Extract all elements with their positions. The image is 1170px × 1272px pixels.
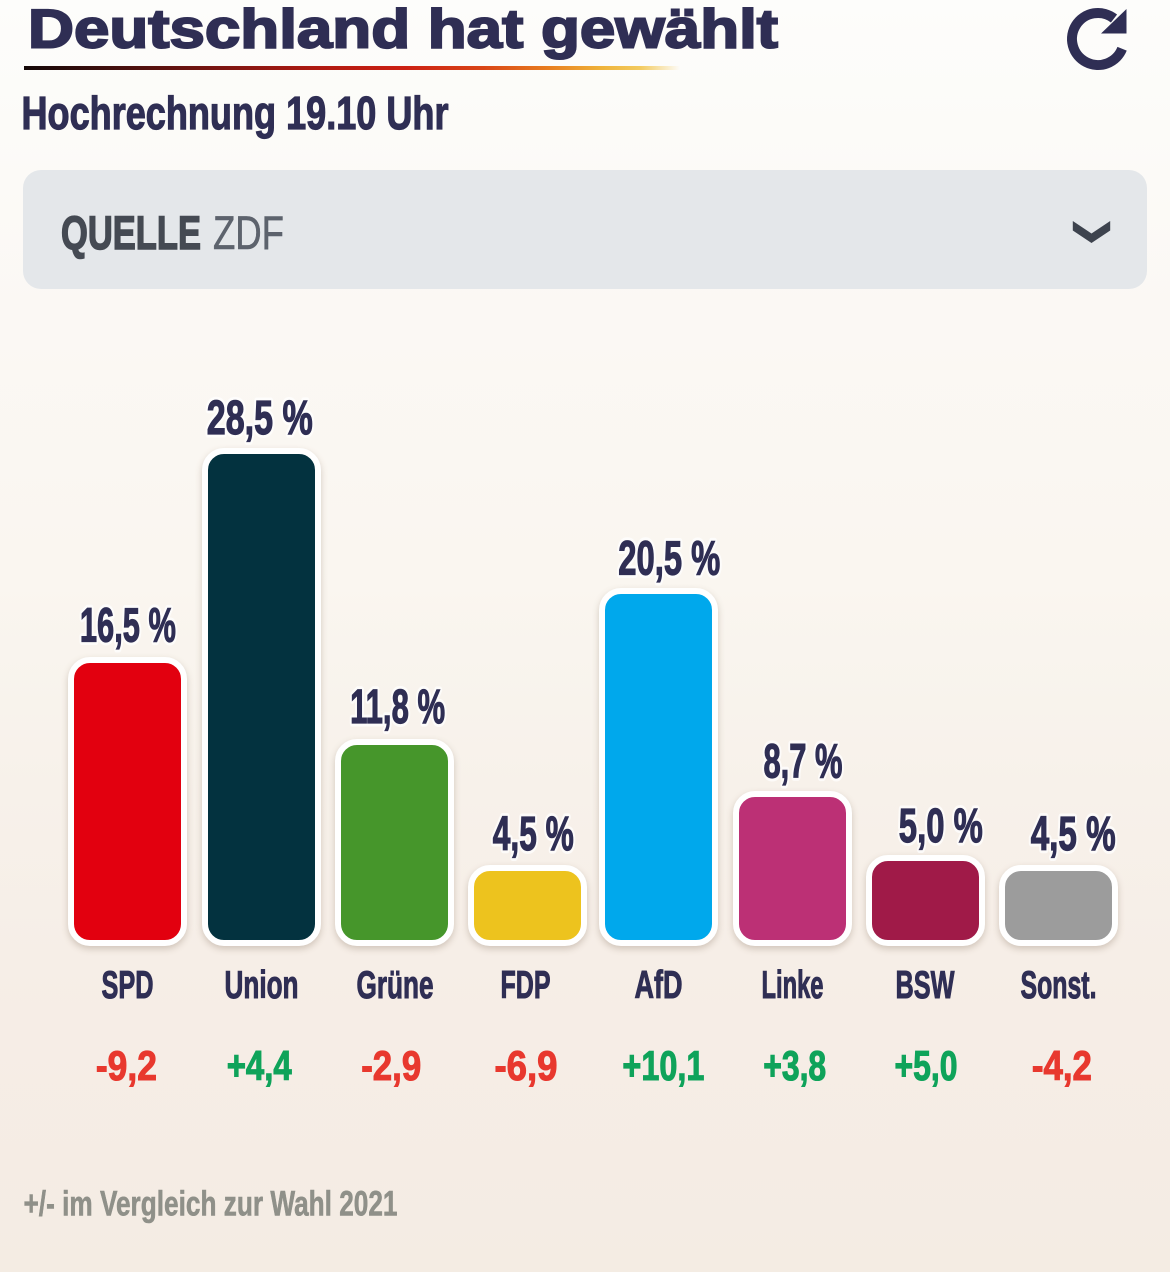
svg-text:28,5 %: 28,5 %	[207, 392, 313, 445]
svg-text:20,5 %: 20,5 %	[618, 533, 720, 586]
svg-text:8,7 %: 8,7 %	[764, 736, 843, 789]
svg-text:Deutschland hat gewählt: Deutschland hat gewählt	[28, 0, 778, 60]
svg-text:-2,9: -2,9	[361, 1042, 421, 1089]
svg-text:-9,2: -9,2	[96, 1042, 157, 1089]
svg-text:Grüne: Grüne	[357, 964, 434, 1007]
svg-text:+10,1: +10,1	[622, 1042, 704, 1089]
svg-text:16,5 %: 16,5 %	[80, 600, 176, 653]
svg-text:+/- im Vergleich zur Wahl 2021: +/- im Vergleich zur Wahl 2021	[24, 1185, 398, 1224]
svg-text:Linke: Linke	[762, 964, 824, 1007]
svg-text:QUELLE: QUELLE	[61, 207, 201, 260]
svg-text:4,5 %: 4,5 %	[493, 808, 574, 861]
svg-text:5,0 %: 5,0 %	[899, 800, 983, 853]
svg-text:ZDF: ZDF	[213, 207, 284, 260]
svg-text:+3,8: +3,8	[763, 1042, 826, 1089]
svg-text:FDP: FDP	[501, 964, 551, 1007]
svg-text:5,0 %: 5,0 %	[899, 800, 983, 853]
svg-text:16,5 %: 16,5 %	[80, 600, 176, 653]
svg-text:Hochrechnung 19.10 Uhr: Hochrechnung 19.10 Uhr	[22, 87, 449, 139]
svg-text:SPD: SPD	[102, 964, 154, 1007]
svg-text:Sonst.: Sonst.	[1021, 964, 1097, 1007]
svg-text:+5,0: +5,0	[895, 1042, 958, 1089]
svg-text:+4,4: +4,4	[227, 1042, 292, 1089]
svg-text:AfD: AfD	[635, 964, 683, 1007]
svg-text:-4,2: -4,2	[1032, 1042, 1092, 1089]
svg-text:BSW: BSW	[896, 964, 955, 1007]
svg-text:-6,9: -6,9	[495, 1042, 558, 1089]
svg-text:4,5 %: 4,5 %	[1031, 808, 1116, 861]
svg-text:4,5 %: 4,5 %	[1031, 808, 1116, 861]
svg-text:28,5 %: 28,5 %	[207, 392, 313, 445]
svg-text:11,8 %: 11,8 %	[350, 681, 445, 734]
svg-text:Union: Union	[225, 964, 299, 1007]
svg-text:20,5 %: 20,5 %	[618, 533, 720, 586]
svg-text:4,5 %: 4,5 %	[493, 808, 574, 861]
svg-text:11,8 %: 11,8 %	[350, 681, 445, 734]
svg-text:8,7 %: 8,7 %	[764, 736, 843, 789]
